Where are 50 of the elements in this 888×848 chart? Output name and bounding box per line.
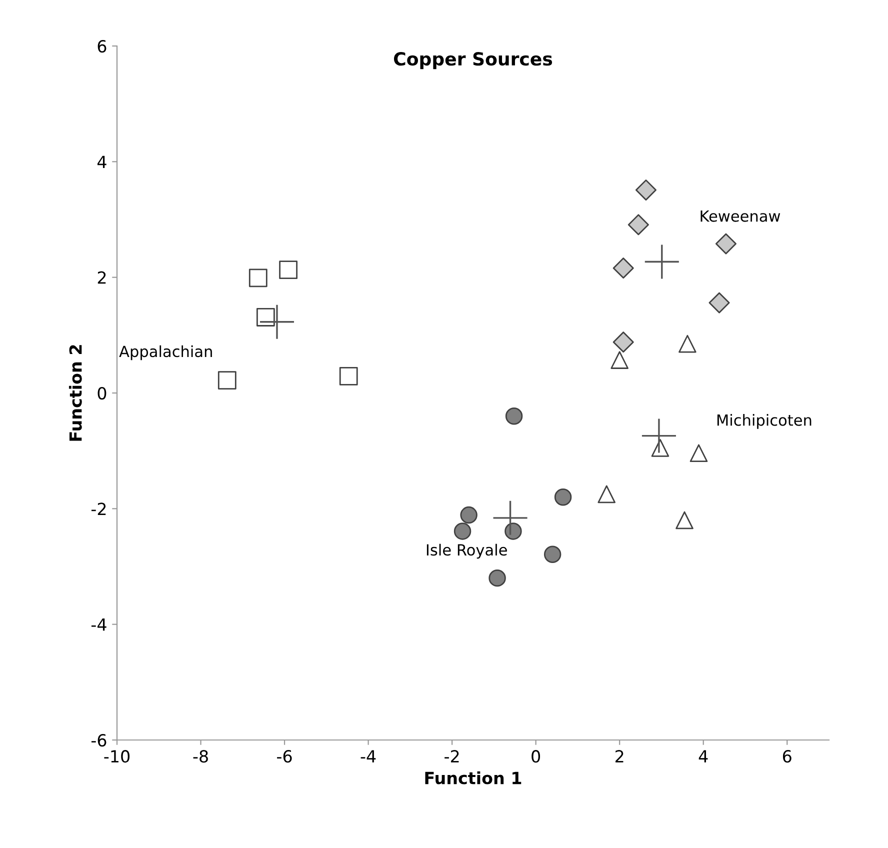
point (598, 485, 616, 504)
x-tick-label: 0 (532, 750, 540, 763)
point (554, 488, 572, 506)
point (612, 332, 634, 353)
x-tick-label: -4 (360, 750, 376, 762)
point (651, 439, 670, 457)
annotation: Keweenaw (700, 210, 780, 222)
y-tick-label: 2 (98, 271, 106, 284)
point (612, 258, 634, 279)
annotation: Michipicoten (717, 414, 812, 429)
annotation: Isle Royale (426, 544, 507, 559)
point (279, 260, 298, 280)
point (504, 522, 522, 540)
y-tick-label: 6 (98, 40, 106, 53)
point (460, 506, 478, 524)
annotation: Appalachian (119, 345, 212, 360)
x-axis-title: Function 1 (425, 771, 522, 784)
y-tick-label: -6 (91, 734, 106, 747)
y-tick-label: 4 (97, 156, 106, 168)
point (488, 569, 506, 587)
point (678, 334, 696, 353)
point (339, 367, 358, 386)
y-axis-title: Function 2 (68, 345, 82, 441)
point (708, 292, 730, 314)
chart-title: Copper Sources (394, 52, 552, 70)
point (628, 214, 649, 236)
point (493, 500, 528, 535)
point (642, 418, 676, 453)
x-tick-label: 2 (616, 750, 624, 762)
point (505, 408, 523, 425)
point (248, 268, 268, 288)
point (256, 308, 275, 326)
y-tick-label: -2 (91, 502, 106, 515)
point (690, 444, 708, 462)
x-tick-label: -10 (104, 750, 130, 763)
y-tick-label: 0 (98, 386, 106, 400)
point (544, 546, 562, 563)
point (454, 522, 472, 540)
x-tick-label: -8 (193, 750, 208, 763)
point (260, 304, 294, 339)
x-tick-label: -6 (277, 750, 292, 763)
point (715, 233, 736, 254)
y-tick-label: -4 (91, 618, 106, 631)
x-tick-label: -2 (444, 750, 459, 762)
x-tick-label: 4 (698, 750, 708, 762)
point (610, 351, 628, 369)
point (635, 179, 656, 201)
x-tick-label: 6 (782, 750, 792, 763)
point (218, 371, 236, 390)
point (676, 511, 694, 530)
